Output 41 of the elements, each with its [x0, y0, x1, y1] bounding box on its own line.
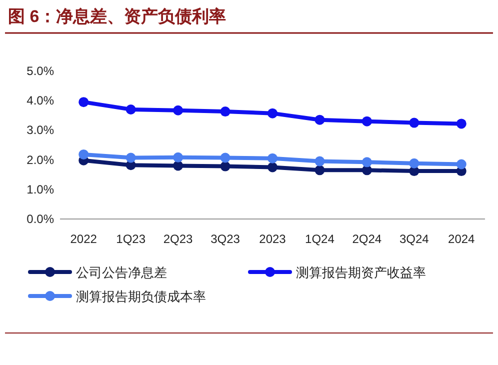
y-tick-label: 0.0% [26, 212, 54, 226]
point [456, 159, 466, 170]
point [314, 114, 325, 125]
y-tick-label: 3.0% [26, 123, 54, 138]
x-tick-label: 3Q24 [399, 232, 430, 246]
x-tick-label: 1Q24 [305, 232, 335, 246]
x-tick-label: 2Q24 [352, 232, 382, 246]
point [314, 156, 325, 166]
point [173, 152, 184, 162]
point [362, 116, 372, 126]
x-tick-label: 2Q23 [163, 232, 194, 246]
point [268, 162, 278, 172]
x-tick-label: 2022 [70, 232, 98, 246]
point [268, 108, 278, 118]
point [314, 165, 325, 176]
x-tick-label: 2023 [259, 232, 286, 246]
y-tick-label: 2.0% [26, 152, 54, 167]
x-tick-label: 1Q23 [116, 232, 146, 246]
point [78, 97, 89, 108]
point [409, 118, 420, 128]
point [268, 153, 278, 164]
title: 图 6：净息差、资产负债利率 [8, 7, 226, 26]
point [126, 104, 136, 114]
point [173, 105, 184, 116]
point [173, 160, 184, 171]
x-tick-label: 2024 [448, 232, 476, 246]
point [456, 118, 466, 129]
point [78, 149, 89, 160]
point [220, 152, 230, 163]
point [126, 152, 136, 163]
legend-label: 测算报告期负债成本率 [76, 289, 206, 304]
x-tick-label: 3Q23 [210, 232, 240, 246]
y-tick-label: 1.0% [26, 182, 54, 196]
point [362, 157, 372, 168]
point [409, 158, 420, 168]
point [220, 106, 230, 117]
y-tick-label: 4.0% [26, 94, 54, 108]
y-tick-label: 5.0% [26, 64, 54, 78]
legend-label: 测算报告期资产收益率 [296, 265, 426, 280]
legend-label: 公司公告净息差 [76, 265, 167, 280]
point [220, 161, 230, 172]
